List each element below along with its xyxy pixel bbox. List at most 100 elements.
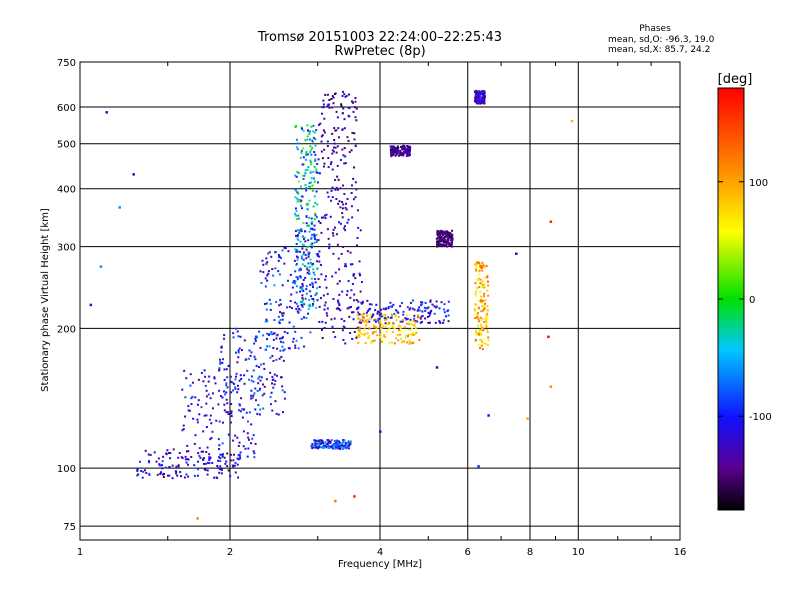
data-point [406,150,409,153]
data-point [366,299,369,302]
data-point [191,381,194,384]
data-point [349,331,352,334]
data-point [161,467,164,470]
data-point [272,346,275,349]
data-point [307,251,310,254]
data-point [250,397,253,400]
data-point [334,447,337,450]
data-point [347,106,350,109]
data-point [282,359,285,362]
data-point [233,464,236,467]
data-point [475,331,478,334]
data-point [311,221,314,224]
data-point [205,389,208,392]
data-point [326,228,329,231]
data-point [438,307,441,310]
data-point [354,196,357,199]
data-point [325,213,328,216]
data-point [477,263,480,266]
data-point [323,117,326,120]
data-point [301,195,304,198]
data-point [237,349,240,352]
data-point [411,342,414,345]
data-point [207,393,210,396]
data-point [202,430,205,433]
data-point [331,196,334,199]
data-point [310,295,313,298]
data-point [327,237,330,240]
data-point [350,191,353,194]
data-point [312,286,315,289]
data-point [344,446,347,449]
data-point [418,306,421,309]
data-point [282,411,285,414]
data-point [233,382,236,385]
data-point [402,154,405,157]
data-point [330,438,333,441]
data-point [477,465,480,468]
data-point [217,438,220,441]
data-point [239,335,242,338]
data-point [307,262,310,265]
data-point [232,439,235,442]
data-point [271,378,274,381]
data-point [218,444,221,447]
data-point [356,334,359,337]
data-point [304,184,307,187]
data-point [331,325,334,328]
data-point [294,229,297,232]
data-point [318,123,321,126]
data-point [352,177,355,180]
data-point [277,413,280,416]
data-point [361,333,364,336]
data-point [298,307,301,310]
data-point [364,342,367,345]
data-point [274,267,277,270]
data-point [438,320,441,323]
data-point [449,234,452,237]
data-point [343,147,346,150]
data-point [327,439,330,442]
data-point [263,385,266,388]
data-point [326,443,329,446]
data-point [237,388,240,391]
y-tick-label: 200 [57,324,76,335]
data-point [476,287,479,290]
data-point [315,168,318,171]
data-point [337,178,340,181]
data-point [451,233,454,236]
data-point [344,441,347,444]
data-point [225,384,228,387]
data-point [399,145,402,148]
data-point [340,104,343,107]
data-point [256,389,259,392]
data-point [337,445,340,448]
data-point [359,319,362,322]
data-point [248,357,251,360]
data-point [310,177,313,180]
data-point [300,199,303,202]
data-point [396,150,399,153]
data-point [303,230,306,233]
data-point [399,327,402,330]
data-point [353,331,356,334]
data-point [271,333,274,336]
data-point [209,397,212,400]
data-point [405,148,408,151]
data-point [402,153,405,156]
data-point [225,391,228,394]
data-point [443,237,446,240]
data-point [189,384,192,387]
data-point [321,106,324,109]
data-point [323,165,326,168]
data-point [211,392,214,395]
data-point [331,168,334,171]
data-point [486,330,489,333]
data-point [312,446,315,449]
data-point [156,473,159,476]
data-point [296,250,299,253]
data-point [278,255,281,258]
data-point [190,403,193,406]
data-point [207,380,210,383]
